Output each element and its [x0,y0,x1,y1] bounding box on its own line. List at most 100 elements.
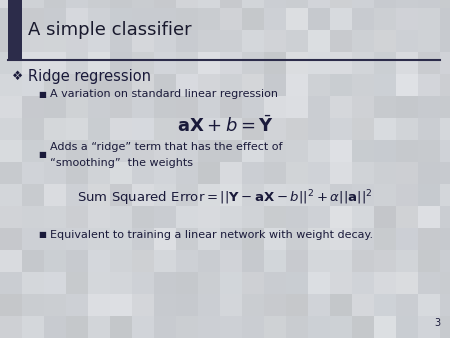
Bar [286,118,308,140]
Bar [22,162,44,184]
Text: $\mathbf{aX} + b = \bar{\mathbf{Y}}$: $\mathbf{aX} + b = \bar{\mathbf{Y}}$ [176,116,274,136]
Bar [374,162,396,184]
Bar [22,52,44,74]
Bar [418,294,440,316]
Bar [22,8,44,30]
Bar [176,30,198,52]
Bar [242,250,264,272]
Bar [88,8,110,30]
Bar [132,206,154,228]
Bar [308,118,330,140]
Bar [198,294,220,316]
Bar [44,0,66,8]
Text: ■: ■ [38,150,46,160]
Bar [418,184,440,206]
Bar [198,118,220,140]
Bar [110,228,132,250]
Bar [308,228,330,250]
Bar [352,206,374,228]
Bar [352,74,374,96]
Bar [264,74,286,96]
Bar [66,250,88,272]
Bar [88,74,110,96]
Bar [242,140,264,162]
Bar [44,294,66,316]
Bar [66,140,88,162]
Bar [66,316,88,338]
Bar [308,206,330,228]
Bar [0,52,22,74]
Bar [110,184,132,206]
Bar [352,316,374,338]
Bar [110,52,132,74]
Bar [132,228,154,250]
Bar [220,162,242,184]
Bar [198,206,220,228]
Bar [286,74,308,96]
Bar [242,96,264,118]
Bar [132,96,154,118]
Bar [220,272,242,294]
Bar [44,96,66,118]
Bar [66,30,88,52]
Bar [440,118,450,140]
Bar [330,162,352,184]
Bar [110,206,132,228]
Bar [308,140,330,162]
Bar [374,206,396,228]
Bar [440,184,450,206]
Bar [44,250,66,272]
Bar [110,8,132,30]
Bar [440,162,450,184]
Bar [154,162,176,184]
Bar [418,316,440,338]
Bar [440,140,450,162]
Bar [0,140,22,162]
Bar [8,0,22,60]
Bar [330,272,352,294]
Bar [242,74,264,96]
Bar [352,228,374,250]
Bar [110,0,132,8]
Bar [396,118,418,140]
Bar [0,206,22,228]
Bar [88,272,110,294]
Bar [264,52,286,74]
Bar [396,250,418,272]
Bar [352,52,374,74]
Bar [198,8,220,30]
Bar [352,250,374,272]
Bar [330,206,352,228]
Bar [44,184,66,206]
Bar [176,184,198,206]
Bar [132,250,154,272]
Bar [242,162,264,184]
Bar [286,206,308,228]
Bar [176,228,198,250]
Bar [88,52,110,74]
Bar [308,96,330,118]
Bar [88,30,110,52]
Bar [154,206,176,228]
Bar [264,272,286,294]
Bar [440,294,450,316]
Bar [66,162,88,184]
Bar [0,96,22,118]
Bar [66,96,88,118]
Bar [264,316,286,338]
Bar [110,162,132,184]
Bar [374,316,396,338]
Bar [396,8,418,30]
Bar [308,8,330,30]
Bar [198,140,220,162]
Bar [220,140,242,162]
Bar [286,140,308,162]
Bar [176,140,198,162]
Bar [264,250,286,272]
Bar [440,272,450,294]
Bar [286,294,308,316]
Bar [352,30,374,52]
Bar [440,206,450,228]
Bar [22,250,44,272]
Bar [264,206,286,228]
